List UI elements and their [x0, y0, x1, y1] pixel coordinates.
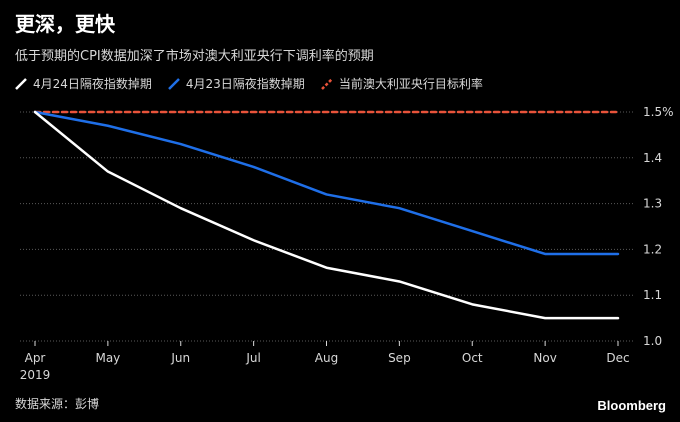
x-tick-label: Jul: [245, 351, 260, 365]
x-tick-label: Oct: [462, 351, 483, 365]
y-tick-label: 1.5%: [643, 105, 674, 119]
legend-swatch-apr23: [168, 77, 180, 90]
chart-title: 更深，更快: [15, 12, 115, 36]
y-tick-label: 1.1: [643, 288, 662, 302]
source-note: 数据来源：彭博: [15, 397, 100, 411]
legend-item-target: 当前澳大利亚央行目标利率: [320, 75, 483, 92]
x-year-label: 2019: [20, 368, 51, 382]
chart-subtitle: 低于预期的CPI数据加深了市场对澳大利亚央行下调利率的预期: [15, 49, 374, 64]
x-tick-label: Jun: [170, 351, 190, 365]
bloomberg-logo: Bloomberg: [597, 398, 666, 413]
y-tick-label: 1.0: [643, 334, 662, 348]
legend-label-apr24: 4月24日隔夜指数掉期: [33, 77, 152, 91]
x-tick-label: Aug: [315, 351, 338, 365]
x-tick-label: Nov: [533, 351, 556, 365]
legend-item-apr24: 4月24日隔夜指数掉期: [15, 75, 152, 92]
x-tick-label: May: [95, 351, 120, 365]
x-tick-label: Sep: [388, 351, 411, 365]
y-tick-label: 1.3: [643, 197, 662, 211]
legend-swatch-apr24: [15, 77, 27, 90]
x-tick-label: Apr: [25, 351, 46, 365]
legend: 4月24日隔夜指数掉期 4月23日隔夜指数掉期 当前澳大利亚央行目标利率: [15, 75, 499, 92]
legend-item-apr23: 4月23日隔夜指数掉期: [168, 75, 305, 92]
series-line-apr23: [33, 110, 620, 256]
series-line-apr24: [33, 110, 620, 320]
y-tick-label: 1.4: [643, 151, 662, 165]
legend-swatch-target: [320, 77, 333, 90]
x-tick-label: Dec: [606, 351, 629, 365]
legend-label-target: 当前澳大利亚央行目标利率: [338, 77, 483, 91]
legend-label-apr23: 4月23日隔夜指数掉期: [185, 77, 305, 91]
y-tick-label: 1.2: [643, 242, 662, 256]
